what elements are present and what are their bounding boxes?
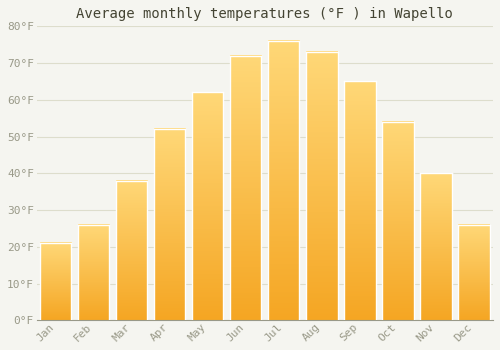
Title: Average monthly temperatures (°F ) in Wapello: Average monthly temperatures (°F ) in Wa… — [76, 7, 454, 21]
